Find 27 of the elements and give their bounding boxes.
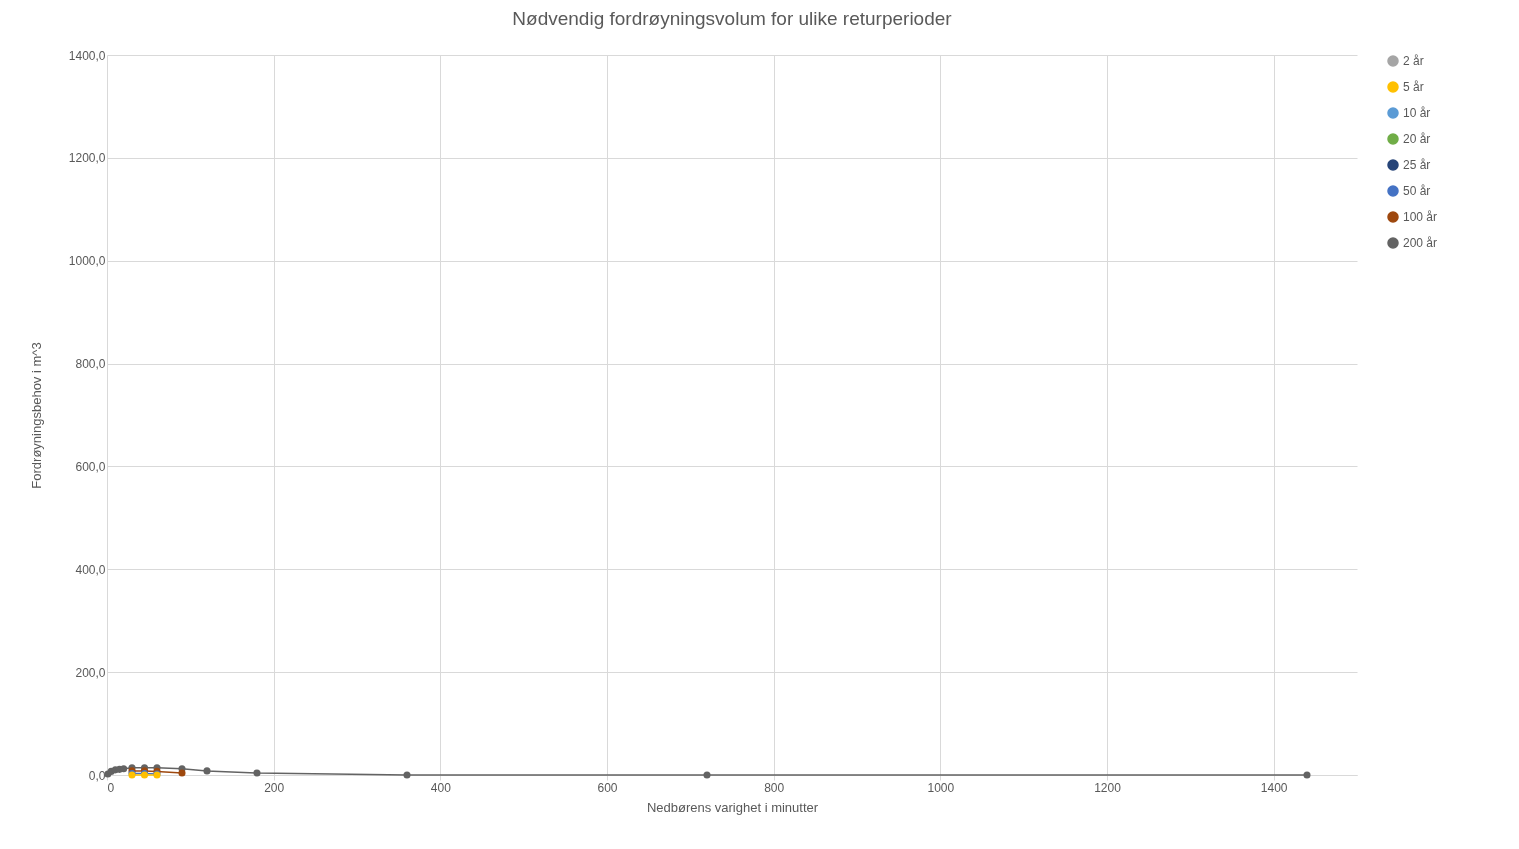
y-tick-label: 1400,0 — [68, 48, 106, 63]
legend-label: 20 år — [1403, 132, 1431, 146]
x-tick-label: 0 — [107, 780, 115, 795]
legend-label: 2 år — [1403, 54, 1424, 68]
legend-label: 25 år — [1403, 158, 1431, 172]
x-tick-label: 1000 — [927, 780, 955, 795]
x-tick-label: 200 — [264, 780, 285, 795]
legend-label: 200 år — [1403, 236, 1438, 250]
x-axis-title: Nedbørens varighet i minutter — [646, 799, 819, 815]
y-tick-label: 400,0 — [75, 562, 106, 577]
y-tick-label: 0,0 — [88, 768, 106, 783]
x-tick-label: 800 — [764, 780, 785, 795]
y-tick-label: 1200,0 — [68, 151, 106, 166]
legend-label: 5 år — [1403, 80, 1424, 94]
legend-label: 100 år — [1403, 210, 1438, 224]
legend-label: 10 år — [1403, 106, 1431, 120]
y-tick-label: 600,0 — [75, 459, 106, 474]
x-tick-label: 1400 — [1260, 780, 1288, 795]
y-tick-label: 200,0 — [75, 665, 106, 680]
y-axis-title: Fordrøyningsbehov i m^3 — [28, 342, 44, 489]
x-tick-label: 600 — [597, 780, 618, 795]
x-tick-label: 400 — [430, 780, 452, 795]
legend-label: 50 år — [1403, 184, 1431, 198]
x-tick-label: 1200 — [1094, 780, 1122, 795]
chart-title: Nødvendig fordrøyningsvolum for ulike returperioder — [512, 8, 953, 29]
y-tick-label: 1000,0 — [68, 254, 106, 269]
y-tick-label: 800,0 — [75, 357, 106, 372]
